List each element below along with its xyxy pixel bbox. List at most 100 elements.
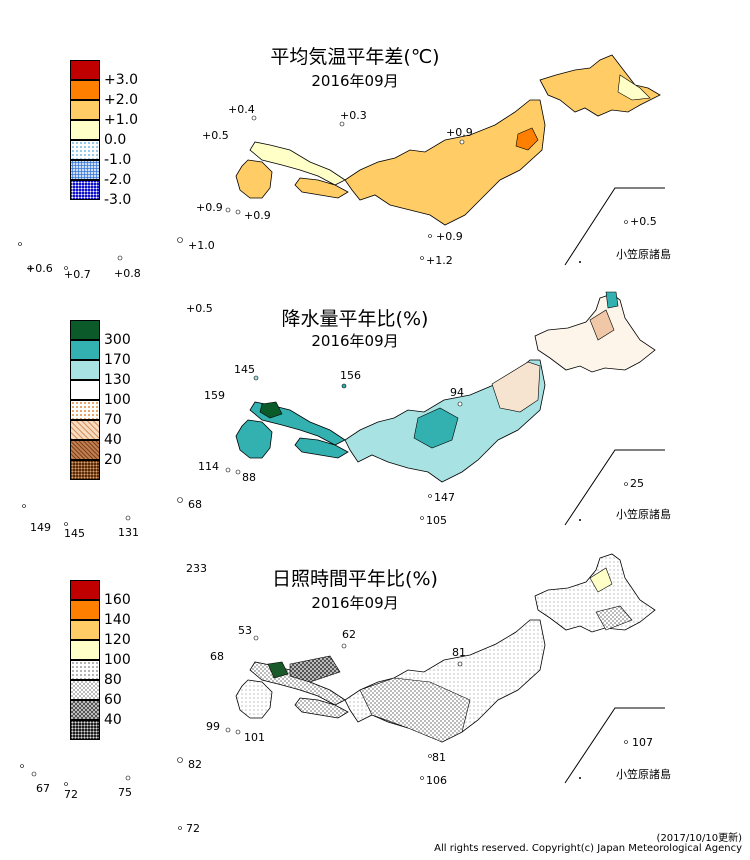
island-marker: [177, 237, 183, 243]
panel-subtitle: 2016年09月: [311, 72, 399, 90]
island-marker: [420, 256, 424, 260]
precipitation-panel: +0.5 降水量平年比(%) 2016年09月 300 170 130 100 …: [22, 291, 671, 540]
value-label: +0.5: [186, 302, 213, 315]
hokkaido-sunny-area: [589, 567, 613, 593]
island-marker: [235, 209, 241, 215]
island-marker: [579, 777, 581, 779]
island-marker: [178, 826, 182, 830]
value-label: 131: [118, 526, 139, 539]
island-marker: [428, 234, 432, 238]
hokkaido-cloudy-area: [595, 605, 633, 631]
value-label: 88: [242, 471, 256, 484]
value-label: +0.7: [64, 268, 91, 281]
chugoku-region: [249, 141, 346, 186]
panel-title: 降水量平年比(%): [281, 308, 429, 330]
shikoku-region: [294, 437, 349, 459]
island-marker: [420, 776, 424, 780]
honshu-region: [344, 99, 546, 226]
value-label: 106: [426, 774, 447, 787]
island-marker: [27, 265, 33, 271]
panel-subtitle: 2016年09月: [311, 594, 399, 612]
legend-label: 70: [104, 412, 122, 428]
legend-swatch: [70, 360, 100, 380]
hokkaido-region: [534, 553, 656, 633]
island-marker: [31, 771, 37, 777]
island-marker: [579, 519, 581, 521]
value-label: 82: [188, 758, 202, 771]
central-honshu-cloudy: [359, 677, 471, 743]
warm-anomaly-spot: [515, 127, 539, 151]
legend-label: 60: [104, 692, 122, 708]
value-label: 99: [206, 720, 220, 733]
legend-label: 140: [104, 612, 131, 628]
island-marker: [177, 497, 183, 503]
value-label: 62: [342, 628, 356, 641]
value-label: +0.8: [114, 267, 141, 280]
hokkaido-dry-area: [589, 309, 615, 341]
island-marker: [624, 220, 628, 224]
island-marker: [341, 383, 347, 389]
legend-label: 40: [104, 432, 122, 448]
value-label: 105: [426, 514, 447, 527]
value-label: 233: [186, 562, 207, 575]
legend-swatch: [70, 420, 100, 440]
value-label: 72: [64, 788, 78, 801]
legend-swatch: [70, 580, 100, 600]
legend-swatch: [70, 140, 100, 160]
island-marker: [64, 782, 68, 786]
kyushu-region: [235, 159, 273, 199]
island-marker: [624, 482, 628, 486]
value-label: 159: [204, 389, 225, 402]
kyushu-region: [235, 679, 273, 719]
island-marker: [459, 139, 465, 145]
value-label: 75: [118, 786, 132, 799]
ogasawara-label: 小笠原諸島: [616, 768, 671, 781]
legend-label: 100: [104, 392, 131, 408]
legend-swatch: [70, 380, 100, 400]
legend-swatch: [70, 60, 100, 80]
value-label: +0.9: [436, 230, 463, 243]
island-marker: [18, 242, 22, 246]
value-label: 81: [452, 646, 466, 659]
legend-label: +2.0: [104, 92, 138, 108]
temperature-map: [18, 54, 665, 271]
ogasawara-label: 小笠原諸島: [616, 508, 671, 521]
legend-swatch: [70, 120, 100, 140]
island-marker: [253, 375, 259, 381]
northern-honshu-dry: [491, 361, 541, 413]
darkest-spot: [267, 661, 289, 679]
legend-swatch: [70, 80, 100, 100]
island-marker: [22, 504, 26, 508]
value-label: +0.9: [244, 209, 271, 222]
legend-label: -1.0: [104, 152, 132, 168]
legend-label: 0.0: [104, 132, 127, 148]
hokkaido-east-area: [617, 74, 651, 101]
legend-label: 170: [104, 352, 131, 368]
value-label: +0.9: [446, 126, 473, 139]
island-marker: [339, 121, 345, 127]
kyushu-region: [235, 419, 273, 459]
hokkaido-north-tip: [605, 291, 619, 309]
inset-border: [564, 449, 665, 526]
value-label: 67: [36, 782, 50, 795]
value-label: 68: [210, 650, 224, 663]
island-marker: [117, 255, 123, 261]
legend-label: 300: [104, 332, 131, 348]
island-marker: [20, 764, 24, 768]
legend-swatch: [70, 400, 100, 420]
legend-label: 160: [104, 592, 131, 608]
island-marker: [235, 729, 241, 735]
island-marker: [579, 261, 581, 263]
ogasawara-label: 小笠原諸島: [616, 248, 671, 261]
legend-swatch: [70, 620, 100, 640]
island-marker: [420, 516, 424, 520]
legend-label: 120: [104, 632, 131, 648]
value-label: 81: [432, 751, 446, 764]
value-label: 145: [64, 527, 85, 540]
inset-border: [564, 707, 665, 784]
legend-label: +3.0: [104, 72, 138, 88]
legend-swatch: [70, 440, 100, 460]
value-label: 68: [188, 498, 202, 511]
island-marker: [624, 740, 628, 744]
island-marker: [64, 266, 68, 270]
